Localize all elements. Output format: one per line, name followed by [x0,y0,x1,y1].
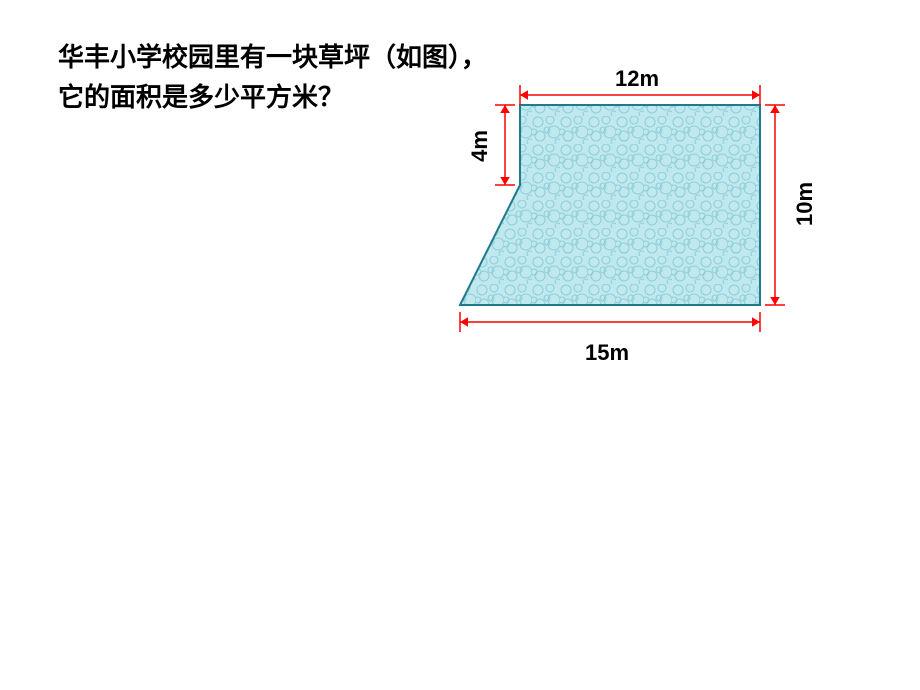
dim-bottom-label: 15m [585,340,629,366]
dim-left [495,105,515,185]
dim-top-label: 12m [615,66,659,92]
dim-right [765,105,785,305]
diagram-svg [420,60,860,400]
dim-right-label: 10m [792,186,818,226]
dim-bottom [460,312,760,332]
lawn-diagram: 12m 4m 10m 15m [420,60,860,400]
dim-left-label: 4m [467,126,493,166]
